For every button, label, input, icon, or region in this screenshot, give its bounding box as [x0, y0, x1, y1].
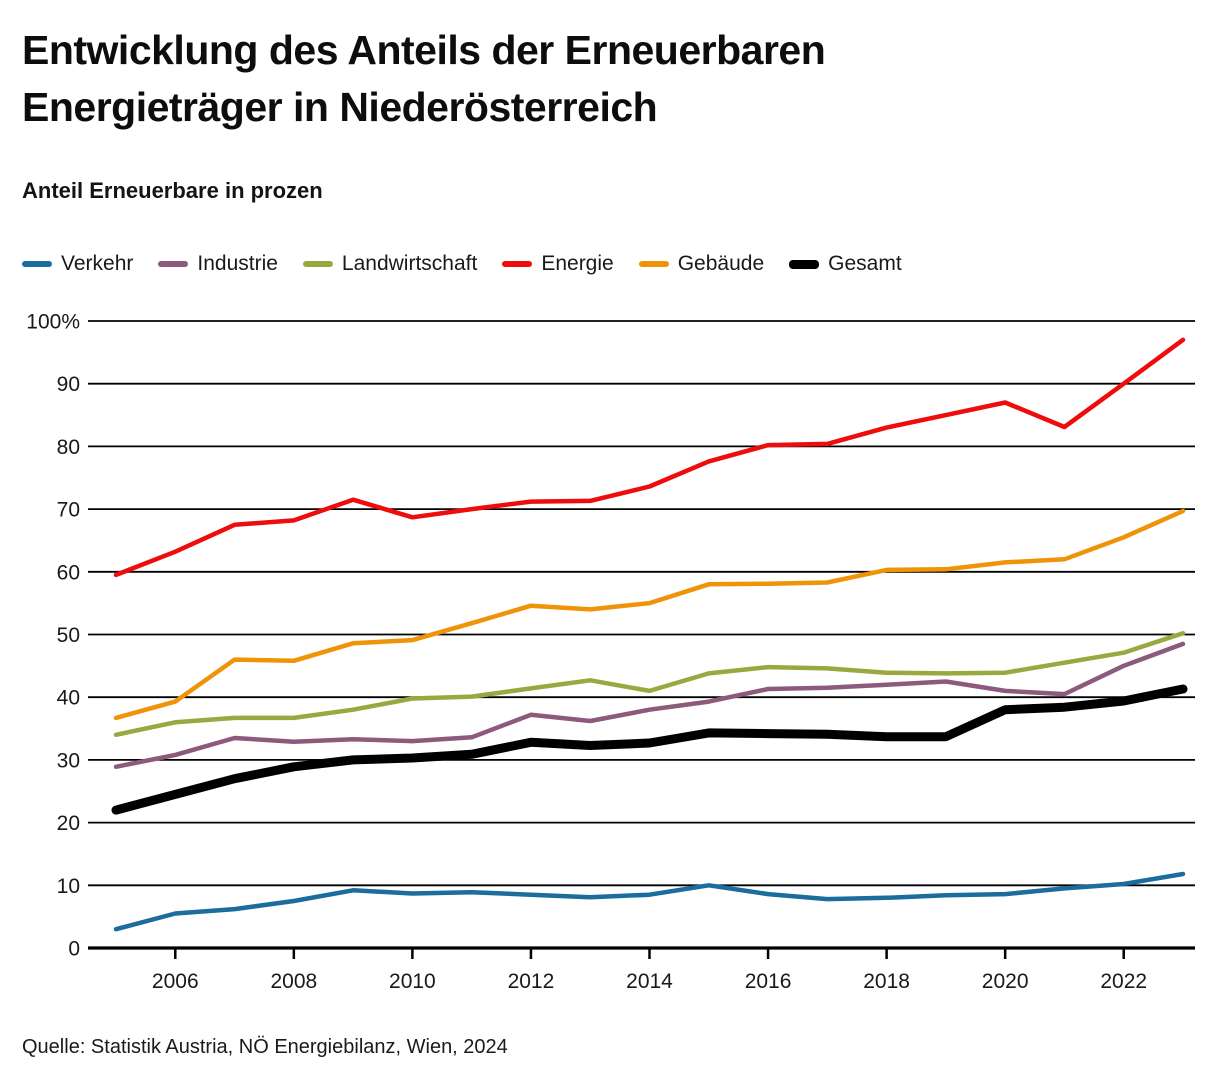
- y-tick-label: 80: [57, 436, 80, 459]
- y-tick-label: 70: [57, 499, 80, 522]
- x-tick-label: 2018: [863, 970, 910, 993]
- legend-item-energie: Energie: [502, 252, 614, 276]
- legend-swatch-industrie: [158, 261, 189, 267]
- y-tick-label: 90: [57, 373, 80, 396]
- axis-unit-subtitle: Anteil Erneuerbare in prozen: [22, 178, 323, 203]
- legend-swatch-gebäude: [638, 261, 669, 267]
- y-tick-label: 100%: [26, 311, 80, 334]
- legend-label-verkehr: Verkehr: [61, 252, 134, 275]
- series-line-verkehr: [113, 871, 1186, 932]
- x-tick-label: 2022: [1100, 970, 1147, 993]
- series-line-landwirtschaft: [113, 630, 1186, 738]
- legend-label-industrie: Industrie: [197, 252, 278, 275]
- x-tick-label: 2008: [270, 970, 317, 993]
- x-tick-label: 2016: [745, 970, 792, 993]
- legend-label-landwirtschaft: Landwirtschaft: [341, 252, 478, 275]
- y-tick-label: 30: [57, 749, 80, 772]
- series-line-energie: [113, 337, 1186, 578]
- y-tick-label: 40: [57, 687, 80, 710]
- y-tick-label: 10: [57, 875, 80, 898]
- legend-label-gebäude: Gebäude: [677, 252, 765, 275]
- legend-item-gebäude: Gebäude: [638, 252, 765, 276]
- y-tick-label: 50: [57, 624, 80, 647]
- legend-label-energie: Energie: [541, 252, 614, 275]
- legend-swatch-gesamt: [789, 259, 820, 269]
- series-line-gesamt: [111, 684, 1188, 815]
- legend-swatch-energie: [502, 261, 533, 267]
- legend-label-gesamt: Gesamt: [828, 252, 902, 275]
- page-title-line1: Entwicklung des Anteils der Erneuerbaren: [22, 27, 826, 73]
- x-tick-label: 2010: [389, 970, 436, 993]
- source-note: Quelle: Statistik Austria, NÖ Energiebil…: [22, 1036, 508, 1058]
- page-title: Entwicklung des Anteils der Erneuerbaren…: [22, 22, 826, 136]
- legend-swatch-landwirtschaft: [302, 261, 333, 267]
- y-tick-label: 60: [57, 561, 80, 584]
- series-line-gebäude: [113, 508, 1186, 721]
- x-tick-label: 2014: [626, 970, 673, 993]
- legend-swatch-verkehr: [22, 261, 52, 267]
- series-line-industrie: [113, 641, 1186, 770]
- legend-item-verkehr: Verkehr: [22, 252, 133, 276]
- legend-item-industrie: Industrie: [158, 252, 278, 276]
- x-tick-label: 2012: [508, 970, 555, 993]
- x-tick-label: 2006: [152, 970, 199, 993]
- legend-item-gesamt: Gesamt: [789, 252, 902, 276]
- y-tick-label: 0: [68, 938, 80, 961]
- chart-legend: Verkehr Industrie Landwirtschaft Energie Geb…: [22, 252, 927, 276]
- page-title-line2: Energieträger in Niederösterreich: [22, 84, 658, 130]
- x-tick-label: 2020: [982, 970, 1029, 993]
- y-tick-label: 20: [57, 812, 80, 835]
- legend-item-landwirtschaft: Landwirtschaft: [302, 252, 478, 276]
